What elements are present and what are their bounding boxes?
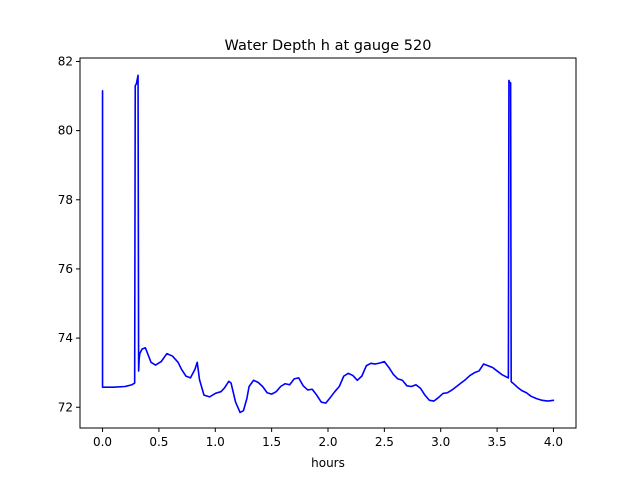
x-tick-label: 3.5 [488,435,507,449]
plot-area [101,74,555,414]
y-tick-label: 82 [58,54,73,68]
y-tick-label: 76 [58,262,73,276]
x-tick-label: 2.5 [375,435,394,449]
x-tick-label: 0.0 [93,435,112,449]
y-tick-label: 74 [58,331,73,345]
x-tick-label: 0.5 [149,435,168,449]
axes-frame [79,57,577,429]
y-tick-label: 80 [58,124,73,138]
x-tick-label: 1.5 [262,435,281,449]
y-axis: 72 74 76 78 80 82 [58,54,80,414]
x-axis: 0.0 0.5 1.0 1.5 2.0 2.5 3.0 3.5 4.0 [93,428,563,449]
y-tick-label: 72 [58,400,73,414]
y-tick-label: 78 [58,193,73,207]
x-tick-label: 3.0 [431,435,450,449]
chart-title: Water Depth h at gauge 520 [225,38,432,54]
series-line-0 [101,74,555,414]
x-tick-label: 2.0 [318,435,337,449]
x-tick-label: 1.0 [206,435,225,449]
x-tick-label: 4.0 [544,435,563,449]
x-axis-label: hours [311,456,345,470]
